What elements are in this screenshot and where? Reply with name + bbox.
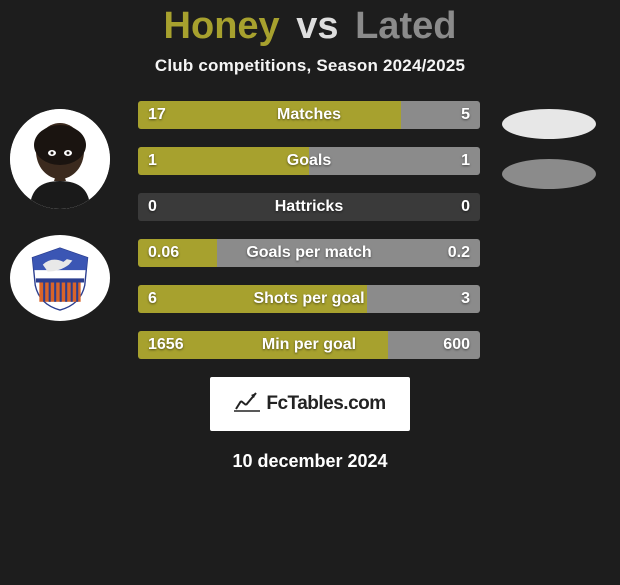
stat-bar-left-value: 1656 (148, 331, 184, 359)
stat-bar-left-value: 6 (148, 285, 157, 313)
stat-bar-row: Goals1 1 (138, 147, 480, 175)
title-player2: Lated (355, 5, 456, 47)
stat-bars: Matches17 5 Goals1 1 Hattricks0 0 Goals per ma… (138, 101, 480, 359)
right-oval-top (502, 109, 596, 139)
stat-bar-right-value: 1 (461, 147, 470, 175)
title-player1: Honey (164, 5, 280, 47)
stat-bar-left-value: 17 (148, 101, 166, 129)
stat-bar-left-value: 0.06 (148, 239, 179, 267)
player-avatar (10, 109, 110, 209)
stat-bar-left-value: 1 (148, 147, 157, 175)
avatar-icon (10, 109, 110, 209)
page-title: Honey vs Lated (0, 5, 620, 48)
title-vs: vs (296, 5, 338, 47)
stat-bar-row: Min per goal1656 600 (138, 331, 480, 359)
stat-bar-label: Goals (138, 147, 480, 175)
stat-bar-row: Hattricks0 0 (138, 193, 480, 221)
stat-bar-right-value: 3 (461, 285, 470, 313)
stat-bar-left-value: 0 (148, 193, 157, 221)
stat-bar-right-value: 5 (461, 101, 470, 129)
stat-bar-label: Goals per match (138, 239, 480, 267)
badge-icon (20, 244, 100, 313)
date-text: 10 december 2024 (0, 451, 620, 472)
stat-bar-row: Shots per goal6 3 (138, 285, 480, 313)
logo-text: FcTables.com (266, 393, 385, 415)
club-badge (10, 235, 110, 321)
subtitle: Club competitions, Season 2024/2025 (0, 56, 620, 76)
right-oval-bottom (502, 159, 596, 189)
right-column (502, 109, 596, 209)
comparison-content: Matches17 5 Goals1 1 Hattricks0 0 Goals per ma… (0, 101, 620, 359)
stat-bar-row: Goals per match0.06 0.2 (138, 239, 480, 267)
stat-bar-right-value: 0.2 (448, 239, 470, 267)
stat-bar-label: Matches (138, 101, 480, 129)
stat-bar-label: Hattricks (138, 193, 480, 221)
left-column (10, 101, 110, 321)
footer-logo: FcTables.com (210, 377, 410, 431)
logo-icon (234, 391, 260, 418)
stat-bar-right-value: 600 (443, 331, 470, 359)
stat-bar-label: Min per goal (138, 331, 480, 359)
stat-bar-label: Shots per goal (138, 285, 480, 313)
stat-bar-right-value: 0 (461, 193, 470, 221)
stat-bar-row: Matches17 5 (138, 101, 480, 129)
